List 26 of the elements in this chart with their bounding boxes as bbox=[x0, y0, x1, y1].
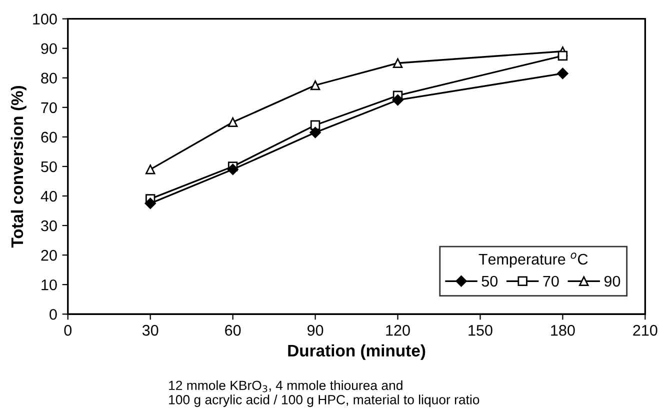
x-tick-label: 150 bbox=[468, 324, 492, 336]
x-tick-label: 60 bbox=[225, 324, 241, 336]
legend-label: 90 bbox=[604, 276, 620, 287]
x-tick-label: 210 bbox=[633, 324, 658, 336]
x-tick-label: 120 bbox=[386, 324, 410, 336]
y-tick-label: 60 bbox=[41, 132, 57, 143]
x-tick-label: 30 bbox=[142, 324, 158, 336]
y-tick-label: 0 bbox=[50, 308, 57, 320]
x-tick-label: 0 bbox=[64, 324, 72, 336]
x-tick-label: 180 bbox=[551, 324, 575, 336]
y-tick-label: 40 bbox=[40, 190, 57, 202]
y-tick-label: 30 bbox=[41, 220, 57, 232]
y-tick-label: 10 bbox=[42, 279, 57, 290]
y-tick-label: 100 bbox=[33, 14, 57, 24]
y-tick-label: 20 bbox=[41, 250, 57, 261]
y-axis-title: Total conversion (%) bbox=[10, 86, 26, 248]
legend-label: 70 bbox=[543, 276, 559, 287]
y-tick-label: 70 bbox=[41, 102, 57, 114]
y-tick-label: 90 bbox=[41, 43, 57, 54]
y-tick-label: 80 bbox=[41, 72, 57, 84]
legend-label: 50 bbox=[482, 276, 498, 287]
legend-title: Temperature $^{o}$C bbox=[478, 252, 588, 268]
x-tick-label: 90 bbox=[308, 324, 324, 336]
y-tick-label: 50 bbox=[41, 161, 57, 172]
text: 12 mmole KBrO$_{3}$, 4 mmole thiourea and 100 g acrylic acid / 100 g HPC, material to liquor ratio bbox=[169, 380, 480, 407]
x-axis-title: Duration (minute) bbox=[288, 344, 426, 360]
